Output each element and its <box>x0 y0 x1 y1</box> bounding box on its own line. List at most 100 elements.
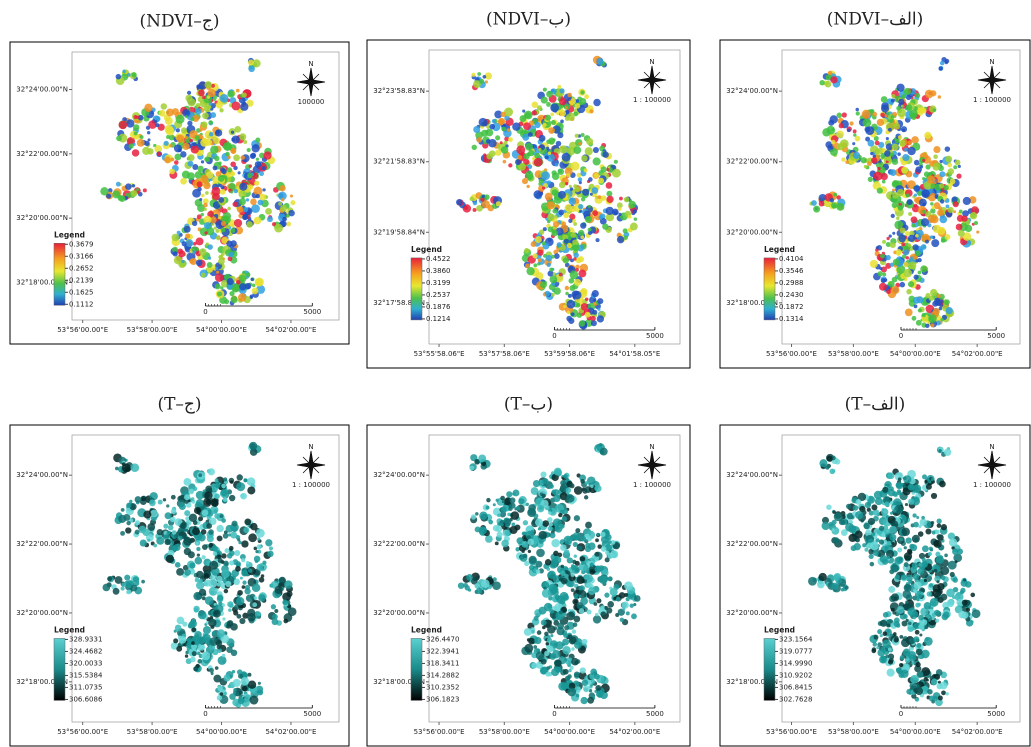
land-pixel <box>171 495 176 500</box>
land-pixel <box>932 696 937 701</box>
legend-ramp <box>411 638 422 700</box>
land-pixel <box>898 235 906 243</box>
land-pixel <box>258 682 261 685</box>
land-pixel <box>870 562 875 567</box>
land-pixel <box>246 272 251 277</box>
land-pixel <box>870 541 879 550</box>
land-pixel <box>903 475 911 483</box>
land-pixel <box>183 478 191 486</box>
land-pixel <box>216 576 223 583</box>
land-pixel <box>836 130 844 138</box>
land-pixel <box>503 160 507 164</box>
land-pixel <box>532 101 538 107</box>
land-pixel <box>165 539 171 545</box>
land-pixel <box>899 140 906 147</box>
land-pixel <box>483 75 487 79</box>
land-pixel <box>589 569 595 575</box>
legend-value: 326.4470 <box>426 635 459 643</box>
land-pixel <box>500 506 506 512</box>
land-pixel <box>941 690 946 695</box>
lat-label: 32°20'00.00"N <box>373 609 425 617</box>
land-pixel <box>626 597 630 601</box>
land-pixel <box>573 146 581 154</box>
land-pixel <box>586 138 593 145</box>
land-pixel <box>963 197 971 205</box>
land-pixel <box>252 602 257 607</box>
land-pixel <box>176 646 182 652</box>
land-pixel <box>600 448 608 456</box>
land-pixel <box>195 135 200 140</box>
land-pixel <box>240 493 247 500</box>
land-pixel <box>282 217 287 222</box>
land-pixel <box>938 449 941 452</box>
land-pixel <box>107 576 112 581</box>
land-pixel <box>209 668 214 673</box>
scale-end: 5000 <box>987 710 1005 718</box>
legend-value: 0.3166 <box>69 252 94 260</box>
land-pixel <box>471 73 475 77</box>
land-pixel <box>925 164 930 169</box>
land-pixel <box>181 260 184 263</box>
land-pixel <box>488 520 493 525</box>
land-pixel <box>867 161 872 166</box>
land-pixel <box>250 523 257 530</box>
land-pixel <box>578 204 583 209</box>
land-pixel <box>905 309 913 317</box>
land-pixel <box>933 154 938 159</box>
land-pixel <box>217 525 224 532</box>
land-pixel <box>143 511 151 519</box>
land-pixel <box>897 547 902 552</box>
land-pixel <box>210 112 216 118</box>
legend-value: 314.2882 <box>426 671 459 679</box>
land-pixel <box>909 654 916 661</box>
land-pixel <box>208 468 215 475</box>
land-pixel <box>198 611 207 620</box>
north-label: N <box>649 443 654 451</box>
land-pixel <box>596 598 601 603</box>
land-pixel <box>914 275 919 280</box>
land-pixel <box>497 514 501 518</box>
land-pixel <box>506 491 512 497</box>
land-pixel <box>208 257 211 260</box>
land-pixel <box>217 695 222 700</box>
land-pixel <box>890 263 894 267</box>
land-pixel <box>229 495 235 501</box>
land-pixel <box>521 541 528 548</box>
land-pixel <box>267 551 273 557</box>
land-pixel <box>546 91 553 98</box>
land-pixel <box>161 103 167 109</box>
land-pixel <box>517 155 522 160</box>
land-pixel <box>574 641 582 649</box>
land-pixel <box>271 604 276 609</box>
land-pixel <box>121 582 126 587</box>
land-pixel <box>862 543 866 547</box>
land-pixel <box>908 499 914 505</box>
land-pixel <box>825 81 832 88</box>
land-pixel <box>248 673 252 677</box>
land-pixel <box>569 265 574 270</box>
land-pixel <box>546 102 551 107</box>
land-pixel <box>904 269 912 277</box>
land-pixel <box>509 497 515 503</box>
land-pixel <box>199 248 207 256</box>
land-pixel <box>915 698 919 702</box>
land-pixel <box>880 254 885 259</box>
lat-label: 32°24'00.00"N <box>16 471 68 479</box>
land-pixel <box>576 257 582 263</box>
land-pixel <box>501 540 509 548</box>
land-pixel <box>169 144 172 147</box>
legend-value: 0.1112 <box>69 300 94 308</box>
land-pixel <box>882 273 886 277</box>
land-pixel <box>886 289 891 294</box>
land-pixel <box>214 493 220 499</box>
land-pixel <box>891 608 895 612</box>
land-pixel <box>256 158 259 161</box>
land-pixel <box>906 193 910 197</box>
land-pixel <box>524 248 529 253</box>
land-pixel <box>563 474 568 479</box>
land-pixel <box>191 627 196 632</box>
land-pixel <box>508 137 513 142</box>
legend-value: 328.9331 <box>69 635 102 643</box>
land-pixel <box>582 639 588 645</box>
lon-label: 54°00'00.00"E <box>196 728 247 736</box>
